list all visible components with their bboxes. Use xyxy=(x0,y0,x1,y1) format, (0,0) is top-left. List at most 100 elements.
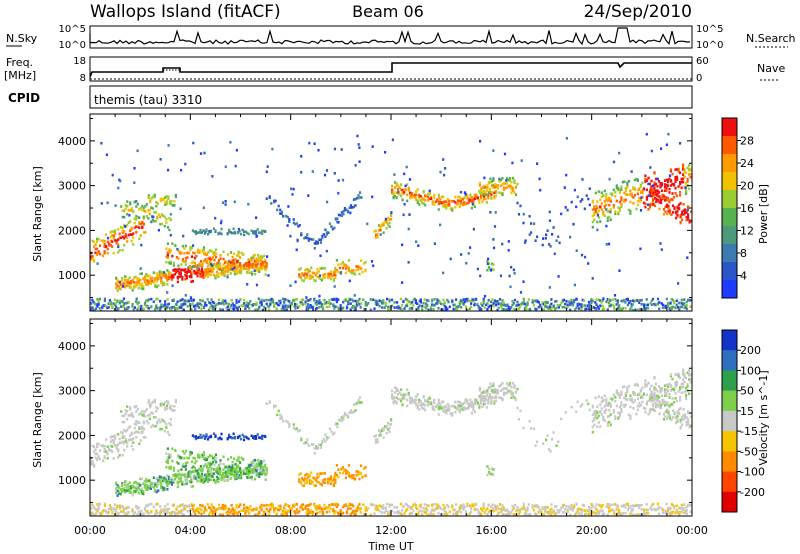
velocity-cell xyxy=(379,429,382,433)
power-cell xyxy=(616,301,619,304)
power-cell xyxy=(608,242,611,246)
power-cell xyxy=(672,195,676,199)
velocity-cell xyxy=(659,406,663,410)
power-cell xyxy=(409,306,412,310)
power-cell xyxy=(599,220,602,223)
velocity-cell xyxy=(351,411,354,414)
velocity-cell xyxy=(147,422,150,425)
power-cell xyxy=(169,218,172,222)
power-cell xyxy=(237,251,240,255)
power-cell xyxy=(483,176,486,180)
power-cell xyxy=(203,268,207,272)
power-cell xyxy=(215,270,219,274)
power-cell xyxy=(571,303,574,307)
velocity-cell xyxy=(594,409,597,413)
power-cell xyxy=(318,302,321,305)
freq-unit-label: [MHz] xyxy=(4,69,36,82)
power-cell xyxy=(181,298,184,301)
power-cell xyxy=(613,294,617,297)
power-cell xyxy=(124,204,127,207)
power-cell xyxy=(172,298,175,302)
power-cell xyxy=(120,236,123,240)
velocity-cell xyxy=(127,486,130,489)
power-cell xyxy=(618,269,621,272)
power-cell xyxy=(126,301,129,304)
power-cell xyxy=(292,218,295,221)
power-cell xyxy=(91,306,94,309)
power-cell xyxy=(244,307,247,310)
power-cell xyxy=(129,201,132,204)
power-cell xyxy=(479,196,482,200)
power-cell xyxy=(308,237,311,241)
power-cell xyxy=(250,229,253,233)
velocity-cell xyxy=(594,413,597,416)
power-cell xyxy=(403,192,406,195)
velocity-cell xyxy=(246,466,249,470)
power-cell xyxy=(689,305,692,308)
power-cell xyxy=(432,308,435,311)
power-cell xyxy=(372,298,375,301)
power-cell xyxy=(90,308,93,312)
velocity-cell xyxy=(332,484,335,488)
velocity-cell xyxy=(117,456,120,459)
power-cell xyxy=(179,274,182,278)
power-cell xyxy=(165,195,168,198)
power-cell xyxy=(202,206,205,210)
velocity-cell xyxy=(190,485,193,488)
power-cell xyxy=(177,257,180,260)
power-cell xyxy=(480,187,483,190)
power-cell xyxy=(145,274,148,277)
power-cell xyxy=(469,199,472,202)
power-cell xyxy=(314,279,317,283)
power-cell xyxy=(190,280,193,283)
power-cell xyxy=(280,210,283,214)
power-cell xyxy=(563,186,566,189)
velocity-cell xyxy=(330,430,333,433)
power-cell xyxy=(689,173,692,176)
velocity-cell xyxy=(484,395,487,399)
velocity-cell xyxy=(306,438,309,441)
power-cell xyxy=(609,299,612,302)
power-cell xyxy=(391,188,394,191)
power-cell xyxy=(446,307,449,311)
velocity-cell xyxy=(250,461,253,465)
power-cell xyxy=(485,303,488,307)
power-cell xyxy=(534,239,537,242)
velocity-cell xyxy=(237,476,240,479)
power-cell xyxy=(594,191,597,195)
velocity-cell xyxy=(216,466,219,470)
power-cell xyxy=(426,303,429,307)
velocity-cell xyxy=(310,443,313,446)
velocity-cell xyxy=(132,414,135,418)
power-cell xyxy=(160,276,163,280)
velocity-cell xyxy=(493,388,496,391)
power-cell xyxy=(226,305,229,309)
power-cell xyxy=(149,280,152,284)
velocity-cell xyxy=(124,430,127,433)
power-cell xyxy=(364,269,367,273)
power-cell xyxy=(246,264,249,268)
velocity-cell xyxy=(222,462,225,466)
power-cell xyxy=(193,252,196,255)
power-cell xyxy=(624,189,627,193)
power-cell xyxy=(444,306,448,309)
velocity-cell xyxy=(164,479,167,483)
power-cell xyxy=(196,271,199,275)
power-cell xyxy=(100,307,103,311)
power-cell xyxy=(492,149,495,152)
velocity-cell xyxy=(149,485,152,489)
power-cell xyxy=(602,297,605,300)
power-cell xyxy=(542,308,545,311)
velocity-cell xyxy=(280,417,283,420)
power-cell xyxy=(286,304,290,308)
power-cell xyxy=(475,298,478,301)
power-cell xyxy=(570,200,573,204)
power-cell xyxy=(679,215,682,219)
power-cell xyxy=(324,228,327,232)
power-cell xyxy=(337,298,340,301)
velocity-cell xyxy=(259,436,262,440)
power-cell xyxy=(149,199,152,202)
power-cell xyxy=(683,302,686,305)
power-cell xyxy=(165,307,168,310)
power-cell xyxy=(159,215,162,219)
